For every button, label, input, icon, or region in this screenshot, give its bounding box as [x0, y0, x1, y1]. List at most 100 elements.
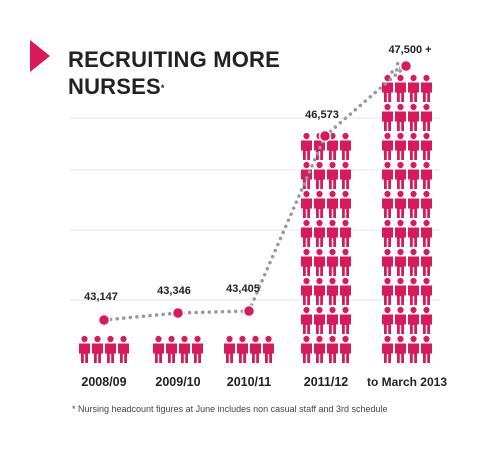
bar-to-march-2013	[382, 74, 432, 363]
person-icon	[314, 219, 325, 247]
person-icon	[382, 190, 393, 218]
chart-title-footnote-mark: *	[160, 83, 165, 93]
bar-2008-09	[78, 335, 129, 363]
person-icon	[327, 190, 338, 218]
person-icon	[153, 335, 164, 363]
person-icon	[91, 335, 103, 363]
data-label: 43,346	[157, 285, 191, 297]
person-icon	[340, 306, 351, 334]
person-icon	[421, 190, 432, 218]
person-icon	[250, 335, 261, 363]
data-point	[399, 59, 413, 73]
person-icon	[421, 132, 432, 160]
data-point	[318, 129, 332, 143]
person-icon	[179, 335, 190, 363]
x-tick-label: 2009/10	[155, 375, 200, 389]
bar-2011-12	[301, 132, 351, 363]
person-icon	[301, 306, 312, 334]
person-icon	[395, 219, 406, 247]
person-icon	[301, 219, 312, 247]
person-icon	[117, 335, 129, 363]
person-icon	[166, 335, 177, 363]
person-icon	[408, 219, 419, 247]
person-icon	[340, 248, 351, 276]
data-point	[97, 313, 111, 327]
person-icon	[408, 103, 419, 131]
title-triangle-icon	[30, 40, 50, 72]
person-icon	[408, 248, 419, 276]
person-icon	[395, 190, 406, 218]
person-icon	[327, 248, 338, 276]
person-icon	[395, 103, 406, 131]
person-icon	[314, 277, 325, 305]
person-icon	[395, 132, 406, 160]
person-icon	[301, 277, 312, 305]
person-icon	[327, 306, 338, 334]
person-icon	[395, 277, 406, 305]
person-icon	[382, 248, 393, 276]
x-tick-label: 2010/11	[227, 375, 272, 389]
person-icon	[314, 335, 325, 363]
person-icon	[192, 335, 203, 363]
data-label: 43,147	[84, 291, 118, 303]
person-icon	[382, 306, 393, 334]
person-icon	[340, 219, 351, 247]
person-icon	[327, 277, 338, 305]
person-icon	[421, 103, 432, 131]
person-icon	[421, 74, 432, 102]
person-icon	[340, 132, 351, 160]
person-icon	[408, 161, 419, 189]
person-icon	[301, 190, 312, 218]
person-icon	[382, 219, 393, 247]
person-icon	[421, 219, 432, 247]
person-icon	[382, 277, 393, 305]
chart-title: RECRUITING MORE NURSES*	[68, 46, 280, 100]
person-icon	[104, 335, 116, 363]
person-icon	[224, 335, 235, 363]
chart-title-line1: RECRUITING MORE	[68, 47, 280, 72]
person-icon	[340, 190, 351, 218]
bar-2009-10	[153, 335, 203, 363]
person-icon	[395, 335, 406, 363]
person-icon	[408, 74, 419, 102]
data-label: 43,405	[226, 283, 260, 295]
person-icon	[382, 335, 393, 363]
person-icon	[314, 190, 325, 218]
x-tick-label: 2011/12	[304, 375, 349, 389]
x-tick-label: to March 2013	[367, 375, 447, 389]
person-icon	[408, 277, 419, 305]
person-icon	[78, 335, 90, 363]
person-icon	[395, 248, 406, 276]
person-icon	[408, 335, 419, 363]
person-icon	[421, 161, 432, 189]
data-label: 46,573	[305, 109, 339, 121]
person-icon	[395, 161, 406, 189]
person-icon	[314, 306, 325, 334]
person-icon	[421, 306, 432, 334]
data-point	[171, 306, 185, 320]
chart-footnote: * Nursing headcount figures at June incl…	[72, 404, 388, 414]
person-icon	[340, 277, 351, 305]
person-icon	[421, 335, 432, 363]
person-icon	[382, 161, 393, 189]
bar-2010-11	[224, 335, 274, 363]
person-icon	[421, 277, 432, 305]
person-icon	[237, 335, 248, 363]
person-icon	[395, 306, 406, 334]
person-icon	[327, 335, 338, 363]
data-point	[242, 304, 256, 318]
person-icon	[327, 219, 338, 247]
person-icon	[382, 132, 393, 160]
chart-title-line2: NURSES	[68, 74, 161, 99]
person-icon	[395, 74, 406, 102]
person-icon	[340, 335, 351, 363]
person-icon	[408, 190, 419, 218]
person-icon	[314, 161, 325, 189]
person-icon	[382, 103, 393, 131]
person-icon	[340, 161, 351, 189]
person-icon	[314, 248, 325, 276]
x-tick-label: 2008/09	[81, 375, 126, 389]
person-icon	[263, 335, 274, 363]
person-icon	[408, 132, 419, 160]
